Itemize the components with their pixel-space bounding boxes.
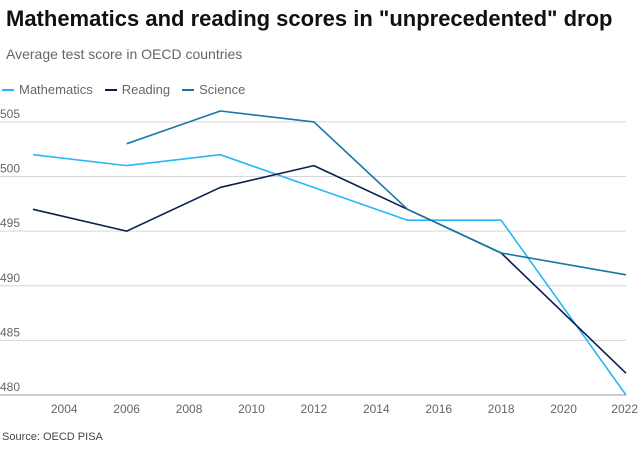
x-tick-label-2010: 2010 (238, 402, 265, 416)
legend-label-mathematics: Mathematics (19, 82, 93, 97)
x-tick-label-2022: 2022 (611, 402, 638, 416)
series-line-mathematics (32, 153, 627, 396)
x-tick-labels: 2004 2006 2008 2010 2012 2014 2016 2018 2020 2022 (51, 402, 638, 416)
legend-label-reading: Reading (121, 82, 171, 97)
x-tick-label-2008: 2008 (176, 402, 203, 416)
x-tick-label-2004: 2004 (51, 402, 78, 416)
source-note: Source: OECD PISA (2, 431, 103, 443)
x-tick-label-2006: 2006 (113, 402, 140, 416)
legend: Mathematics Reading Science (2, 82, 245, 97)
y-tick-label-485: 485 (0, 325, 20, 339)
y-tick-label-500: 500 (0, 162, 20, 176)
legend-label-science: Science (199, 82, 246, 97)
x-tick-label-2018: 2018 (488, 402, 515, 416)
x-tick-label-2012: 2012 (301, 402, 328, 416)
x-tick-label-2020: 2020 (550, 402, 577, 416)
legend-item-science: Science (182, 82, 245, 97)
legend-swatch-mathematics (2, 88, 14, 91)
series-lines (32, 110, 627, 396)
x-tick-label-2014: 2014 (363, 402, 390, 416)
legend-swatch-reading (104, 88, 117, 91)
legend-item-reading: Reading (104, 82, 171, 97)
y-tick-label-505: 505 (0, 107, 20, 121)
legend-item-mathematics: Mathematics (2, 82, 93, 97)
series-line-science (126, 110, 627, 276)
y-tick-label-490: 490 (0, 271, 20, 285)
chart-title: Mathematics and reading scores in "unpre… (6, 6, 613, 31)
y-tick-label-495: 495 (0, 216, 20, 230)
x-tick-label-2016: 2016 (425, 402, 452, 416)
chart-subtitle: Average test score in OECD countries (6, 46, 243, 62)
legend-swatch-science (182, 88, 195, 91)
y-tick-labels: 480 485 490 495 500 505 (0, 107, 20, 394)
y-tick-label-480: 480 (0, 380, 20, 394)
